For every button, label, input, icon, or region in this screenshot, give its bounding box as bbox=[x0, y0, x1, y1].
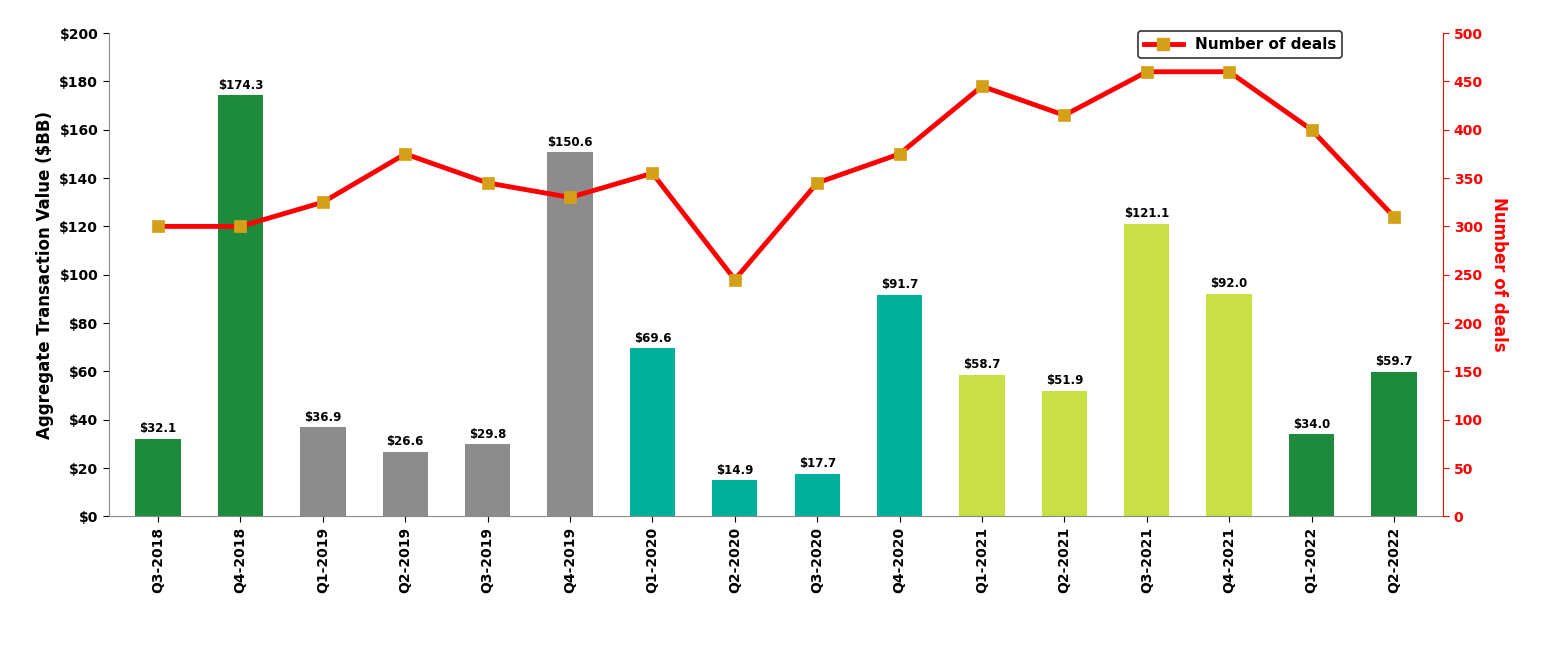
Text: $92.0: $92.0 bbox=[1211, 277, 1248, 291]
Bar bbox=[383, 452, 428, 516]
Bar bbox=[1288, 434, 1335, 516]
Text: $69.6: $69.6 bbox=[633, 332, 670, 344]
Legend: Number of deals: Number of deals bbox=[1138, 31, 1342, 58]
Text: $29.8: $29.8 bbox=[469, 428, 506, 441]
Text: $36.9: $36.9 bbox=[304, 410, 341, 424]
Text: $17.7: $17.7 bbox=[799, 457, 837, 470]
Bar bbox=[548, 152, 593, 516]
Bar bbox=[959, 375, 1004, 516]
Bar bbox=[466, 444, 511, 516]
Text: $26.6: $26.6 bbox=[386, 436, 424, 448]
Bar bbox=[877, 295, 922, 516]
Y-axis label: Number of deals: Number of deals bbox=[1490, 197, 1509, 352]
Bar bbox=[217, 95, 264, 516]
Text: $51.9: $51.9 bbox=[1046, 374, 1083, 387]
Bar bbox=[1124, 224, 1169, 516]
Text: $58.7: $58.7 bbox=[964, 358, 1001, 371]
Bar bbox=[300, 427, 346, 516]
Bar bbox=[1041, 391, 1086, 516]
Bar bbox=[630, 348, 675, 516]
Bar bbox=[135, 439, 180, 516]
Text: $91.7: $91.7 bbox=[882, 278, 919, 291]
Text: $34.0: $34.0 bbox=[1293, 418, 1330, 430]
Text: $32.1: $32.1 bbox=[140, 422, 177, 435]
Text: $14.9: $14.9 bbox=[715, 464, 753, 477]
Text: $174.3: $174.3 bbox=[217, 79, 264, 91]
Bar bbox=[712, 481, 757, 516]
Bar bbox=[1372, 372, 1417, 516]
Text: $150.6: $150.6 bbox=[548, 136, 593, 149]
Text: $59.7: $59.7 bbox=[1375, 355, 1412, 369]
Bar bbox=[795, 473, 840, 516]
Y-axis label: Aggregate Transaction Value ($BB): Aggregate Transaction Value ($BB) bbox=[36, 111, 54, 439]
Text: $121.1: $121.1 bbox=[1124, 207, 1169, 220]
Bar bbox=[1206, 294, 1252, 516]
